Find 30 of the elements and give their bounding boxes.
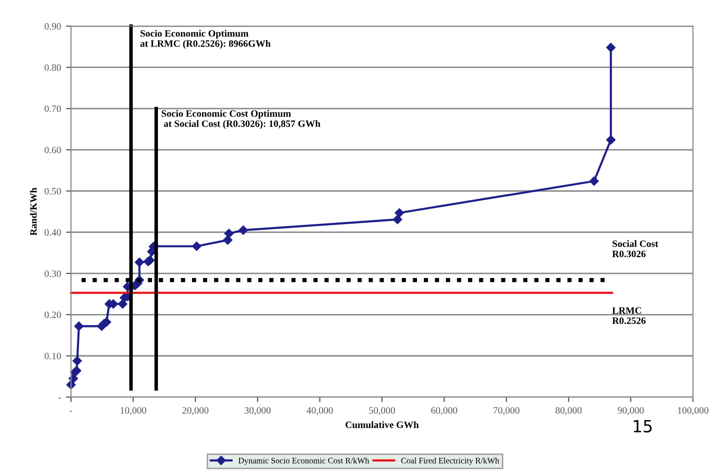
y-tick-label: 0.20: [44, 312, 61, 318]
x-tick-label: 50,000: [369, 407, 395, 416]
x-tick-label: 70,000: [494, 407, 520, 416]
x-tick-label: 40,000: [306, 407, 333, 416]
x-tick-label: 60,000: [431, 407, 458, 416]
x-axis-title: Cumulative GWh: [346, 421, 419, 428]
x-tick-label: 30,000: [244, 407, 271, 416]
legend-label: Coal Fired Electricity R/kWh: [401, 458, 500, 466]
y-tick-label: 0.40: [44, 229, 61, 236]
y-tick-label: 0.10: [44, 352, 61, 360]
annotation: Socio Economic Optimum at LRMC (R0.2526): 8966GWh: [140, 30, 271, 49]
y-tick-label: -: [58, 398, 61, 399]
y-tick-label: 0.80: [44, 64, 61, 71]
x-tick-label: 100,000: [678, 407, 708, 416]
x-tick-label: 10,000: [120, 407, 146, 416]
annotation: Social Cost R0.3026: [612, 240, 658, 258]
y-tick-label: 0.50: [44, 188, 61, 195]
y-axis-title: Rand/KWh: [30, 188, 37, 236]
x-tick-label: 80,000: [556, 407, 582, 416]
y-tick-label: 0.60: [44, 146, 61, 154]
annotation: LRMC R0.2526: [612, 307, 646, 324]
y-tick-label: 0.70: [44, 105, 61, 112]
x-tick-label: 20,000: [182, 407, 208, 416]
annotation: Socio Economic Cost Optimum at Social Cost (R0.3026): 10,857 GWh: [162, 110, 320, 129]
y-tick-label: 0.90: [44, 23, 61, 30]
x-tick-label: -: [70, 410, 72, 412]
text: 15: [634, 420, 652, 432]
legend-label: Dynamic Socio Economic Cost R/kWh: [238, 458, 370, 466]
y-tick-label: 0.30: [44, 270, 61, 277]
x-tick-label: 90,000: [618, 407, 644, 416]
